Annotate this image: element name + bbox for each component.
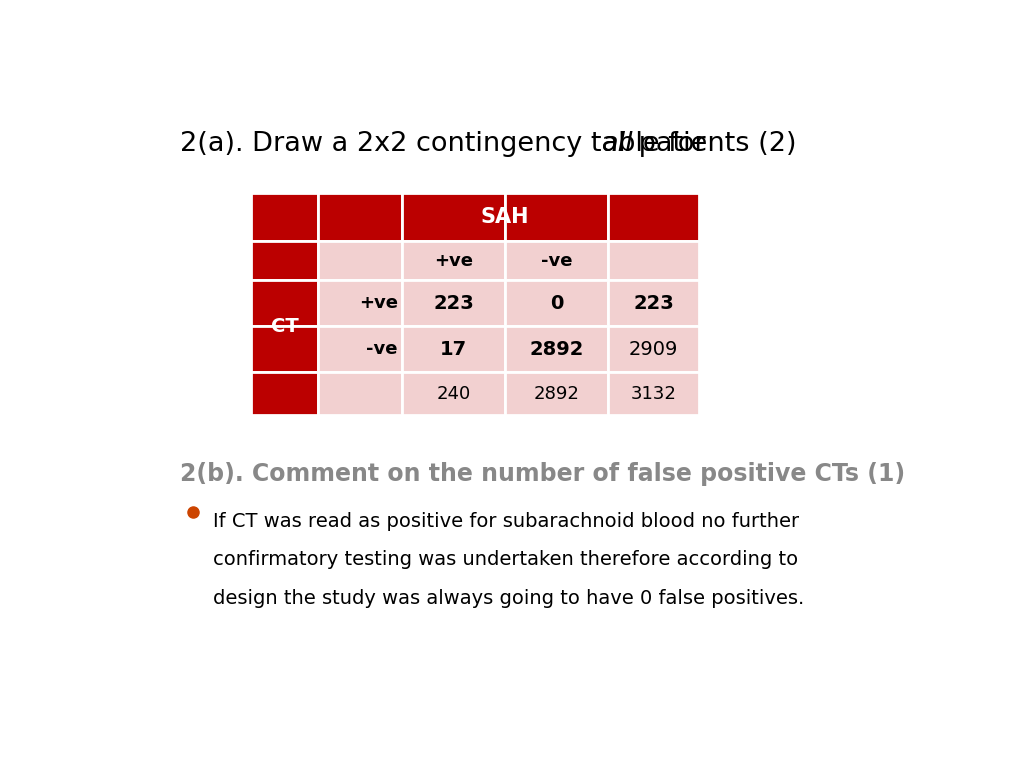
Bar bbox=[401, 372, 505, 415]
Text: -ve: -ve bbox=[541, 252, 572, 270]
Text: 2(a). Draw a 2x2 contingency table for: 2(a). Draw a 2x2 contingency table for bbox=[179, 131, 714, 157]
Text: confirmatory testing was undertaken therefore according to: confirmatory testing was undertaken ther… bbox=[213, 551, 798, 569]
Bar bbox=[318, 241, 401, 280]
Bar bbox=[401, 326, 505, 372]
Text: -ve: -ve bbox=[367, 340, 397, 359]
Bar bbox=[505, 326, 608, 372]
Bar bbox=[318, 280, 401, 326]
Bar bbox=[251, 241, 318, 280]
FancyBboxPatch shape bbox=[120, 86, 930, 690]
Bar bbox=[505, 241, 608, 280]
Bar bbox=[401, 241, 505, 280]
Bar bbox=[505, 280, 608, 326]
Bar bbox=[608, 326, 699, 372]
Text: If CT was read as positive for subarachnoid blood no further: If CT was read as positive for subarachn… bbox=[213, 512, 799, 531]
Text: 0: 0 bbox=[550, 294, 563, 313]
Text: 223: 223 bbox=[634, 294, 674, 313]
Bar bbox=[505, 193, 608, 241]
Bar bbox=[251, 280, 318, 326]
Text: 2892: 2892 bbox=[529, 340, 584, 359]
Text: 3132: 3132 bbox=[631, 385, 677, 402]
Bar bbox=[251, 326, 318, 372]
Bar bbox=[608, 193, 699, 241]
Text: 223: 223 bbox=[433, 294, 474, 313]
Bar bbox=[401, 193, 505, 241]
Text: 2909: 2909 bbox=[629, 340, 679, 359]
Text: +ve: +ve bbox=[358, 294, 397, 313]
Text: +ve: +ve bbox=[434, 252, 473, 270]
Bar bbox=[505, 372, 608, 415]
Bar bbox=[251, 193, 318, 241]
Text: patients (2): patients (2) bbox=[631, 131, 797, 157]
Text: CT: CT bbox=[271, 317, 299, 336]
Text: 2(b). Comment on the number of false positive CTs (1): 2(b). Comment on the number of false pos… bbox=[179, 462, 905, 486]
Bar bbox=[401, 280, 505, 326]
Text: 240: 240 bbox=[436, 385, 470, 402]
Bar bbox=[318, 372, 401, 415]
Text: all: all bbox=[602, 131, 634, 157]
Bar bbox=[318, 193, 401, 241]
Text: 2892: 2892 bbox=[534, 385, 580, 402]
Bar bbox=[318, 326, 401, 372]
Bar bbox=[608, 280, 699, 326]
Text: design the study was always going to have 0 false positives.: design the study was always going to hav… bbox=[213, 589, 804, 608]
Text: 17: 17 bbox=[440, 340, 467, 359]
Text: SAH: SAH bbox=[480, 207, 529, 227]
Bar bbox=[608, 372, 699, 415]
Bar bbox=[251, 372, 318, 415]
Bar bbox=[608, 241, 699, 280]
